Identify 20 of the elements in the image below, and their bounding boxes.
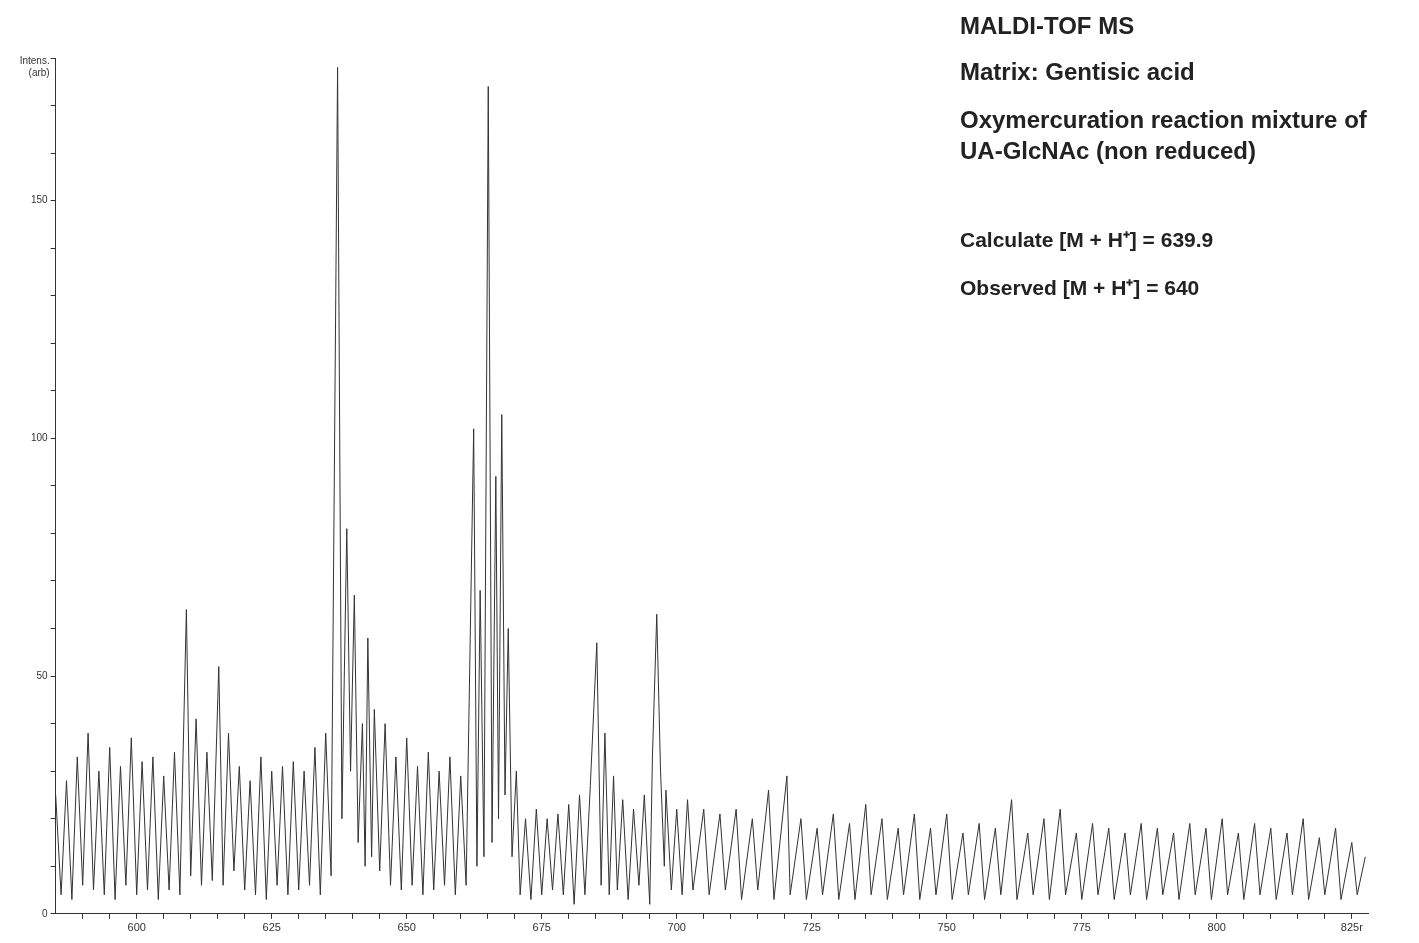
chart-subtitle: Matrix: Gentisic acid <box>960 58 1196 86</box>
x-tick-label: 725 <box>802 921 821 934</box>
x-tick-label: 650 <box>397 921 416 934</box>
x-tick-label: 600 <box>127 921 146 934</box>
x-tick-label: 800 <box>1207 921 1226 934</box>
annotation: Calculate [M + H⁺] = 639.9 <box>960 227 1215 254</box>
annotation: Oxymercuration reaction mixture of UA-GlcNAc (non reduced) <box>960 105 1368 167</box>
x-tick-label: 775 <box>1072 921 1091 934</box>
x-tick-label: 675 <box>532 921 551 934</box>
y-tick-label: 150 <box>31 194 49 206</box>
y-tick-label: 50 <box>36 669 49 681</box>
y-axis-title: Intens. (arb) <box>19 55 50 78</box>
x-tick-label: 625 <box>262 921 281 934</box>
chart-title: MALDI-TOF MS <box>960 12 1136 40</box>
y-tick-label: 100 <box>31 432 49 444</box>
y-tick-label: 0 <box>42 907 49 919</box>
x-tick-label: 700 <box>667 921 686 934</box>
x-tick-label: 825r <box>1340 921 1364 934</box>
annotation: Observed [M + H⁺] = 640 <box>960 274 1201 301</box>
x-tick-label: 750 <box>937 921 956 934</box>
